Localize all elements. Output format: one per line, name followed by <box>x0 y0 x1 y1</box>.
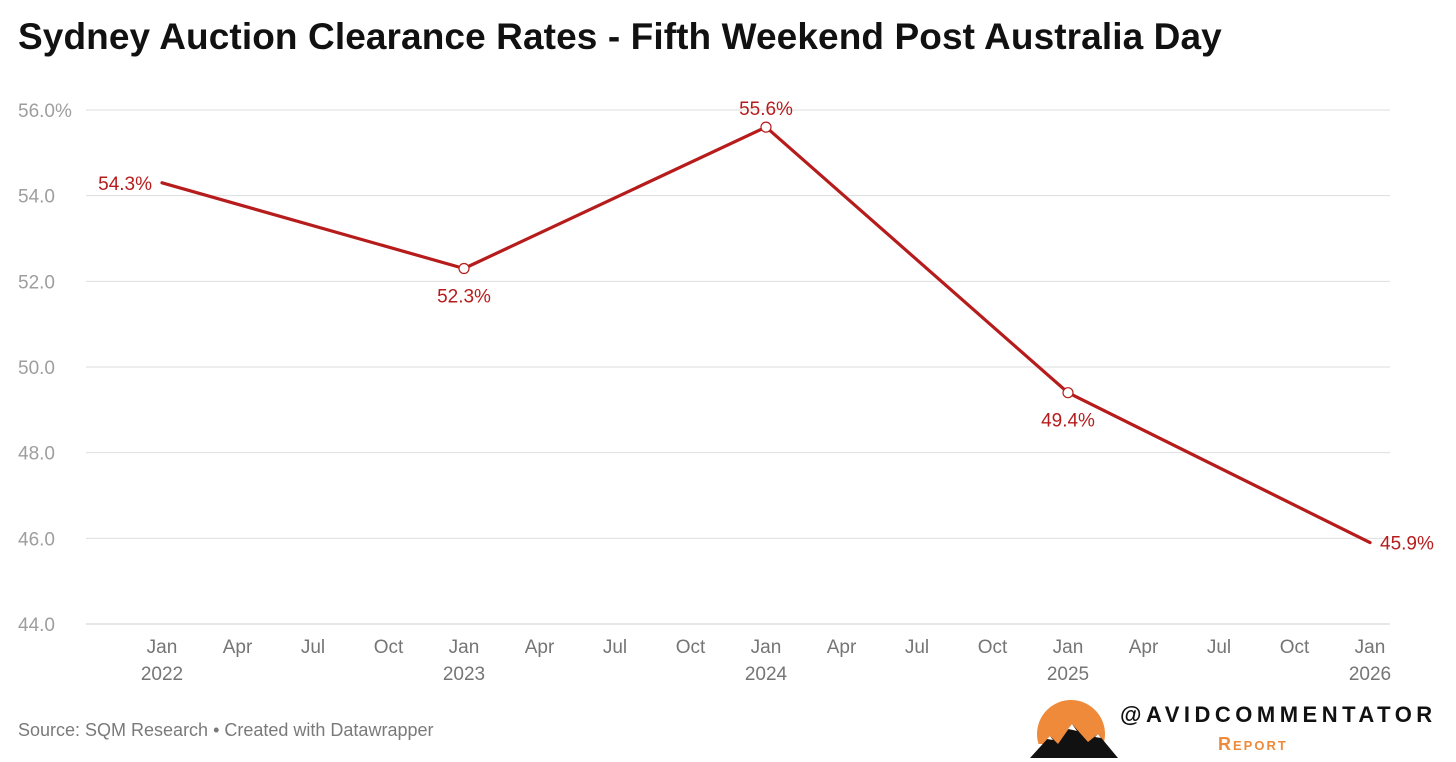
data-label: 49.4% <box>1041 411 1095 432</box>
x-tick-month-label: Jan <box>449 637 480 658</box>
data-label: 52.3% <box>437 286 491 307</box>
x-tick-month-label: Apr <box>827 637 857 658</box>
brand-subtitle: Report <box>1218 734 1288 754</box>
x-tick-month-label: Jan <box>147 637 178 658</box>
x-tick-year-label: 2022 <box>141 664 183 685</box>
data-label: 45.9% <box>1380 534 1434 555</box>
series-line <box>160 125 1372 545</box>
x-tick-year-label: 2025 <box>1047 664 1089 685</box>
y-tick-label: 44.0 <box>18 615 55 636</box>
y-tick-label: 56.0% <box>18 101 72 122</box>
x-tick-month-label: Jul <box>603 637 627 658</box>
x-tick-month-label: Oct <box>978 637 1008 658</box>
x-tick-month-label: Jan <box>1053 637 1084 658</box>
x-tick-year-label: 2026 <box>1349 664 1391 685</box>
data-point-marker <box>760 121 772 133</box>
x-tick-month-label: Jul <box>301 637 325 658</box>
data-point-marker <box>458 262 470 275</box>
x-tick-month-label: Jan <box>1355 637 1386 658</box>
source-footer: Source: SQM Research • Created with Data… <box>18 720 434 740</box>
line-chart: 44.0 46.0 48.0 50.0 52.0 54.0 56.0% Jan 2022 Apr J… <box>18 99 1434 685</box>
data-label: 54.3% <box>98 174 152 195</box>
x-tick-month-label: Oct <box>676 637 706 658</box>
data-label: 55.6% <box>739 99 793 120</box>
x-tick-month-label: Jul <box>905 637 929 658</box>
y-tick-label: 48.0 <box>18 444 55 465</box>
x-tick-month-label: Jan <box>751 637 782 658</box>
mountain-sun-logo-icon <box>1028 700 1120 762</box>
x-tick-month-label: Jul <box>1207 637 1231 658</box>
y-tick-label: 52.0 <box>18 272 55 293</box>
x-tick-month-label: Oct <box>1280 637 1310 658</box>
chart-title: Sydney Auction Clearance Rates - Fifth W… <box>18 16 1222 57</box>
data-point-marker <box>1062 387 1074 399</box>
x-tick-year-label: 2023 <box>443 664 485 685</box>
x-tick-month-label: Apr <box>525 637 555 658</box>
x-tick-month-label: Oct <box>374 637 404 658</box>
x-tick-year-label: 2024 <box>745 664 788 685</box>
x-tick-month-label: Apr <box>223 637 253 658</box>
y-tick-label: 46.0 <box>18 529 55 550</box>
y-tick-label: 54.0 <box>18 187 55 208</box>
brand-logo-block: @AVIDCOMMENTATOR Report <box>1028 700 1432 762</box>
y-tick-label: 50.0 <box>18 358 55 379</box>
x-tick-month-label: Apr <box>1129 637 1159 658</box>
brand-handle: @AVIDCOMMENTATOR <box>1120 702 1437 727</box>
